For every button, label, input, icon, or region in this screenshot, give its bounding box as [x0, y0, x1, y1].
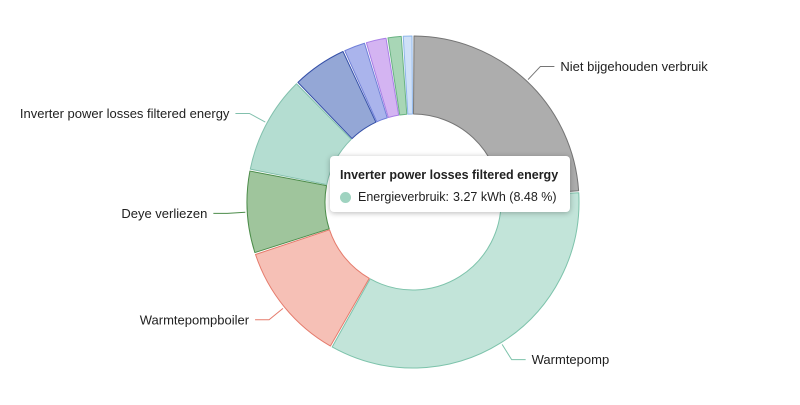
donut-slice-9[interactable]	[402, 35, 413, 115]
tooltip-value: 3.27 kWh (8.48 %)	[453, 190, 557, 204]
slice-label-3: Deye verliezen	[121, 206, 207, 221]
label-leader-line-3	[213, 211, 246, 214]
donut-slice-3[interactable]	[246, 170, 330, 254]
donut-slice-7[interactable]	[365, 37, 400, 119]
donut-slice-8[interactable]	[387, 35, 408, 116]
donut-slice-1[interactable]	[331, 192, 580, 369]
label-leader-line-2	[255, 308, 284, 321]
slice-label-0: Niet bijgehouden verbruik	[560, 59, 708, 74]
tooltip-series-dot-icon	[340, 191, 351, 203]
label-leader-line-1	[501, 344, 526, 361]
donut-slice-6[interactable]	[344, 42, 388, 123]
label-leader-line-4	[235, 112, 266, 123]
donut-slice-5[interactable]	[297, 50, 377, 140]
label-leader-line-0	[527, 65, 555, 80]
tooltip-row: Energieverbruik: 3.27 kWh (8.48 %)	[340, 190, 560, 204]
slice-label-2: Warmtepompboiler	[140, 312, 250, 327]
slice-label-1: Warmtepomp	[532, 352, 610, 367]
donut-slice-2[interactable]	[255, 229, 370, 347]
slice-label-4: Inverter power losses filtered energy	[20, 106, 230, 121]
chart-tooltip: Inverter power losses filtered energy En…	[330, 156, 570, 212]
tooltip-series-label: Energieverbruik:	[358, 190, 450, 204]
tooltip-title: Inverter power losses filtered energy	[340, 168, 559, 182]
